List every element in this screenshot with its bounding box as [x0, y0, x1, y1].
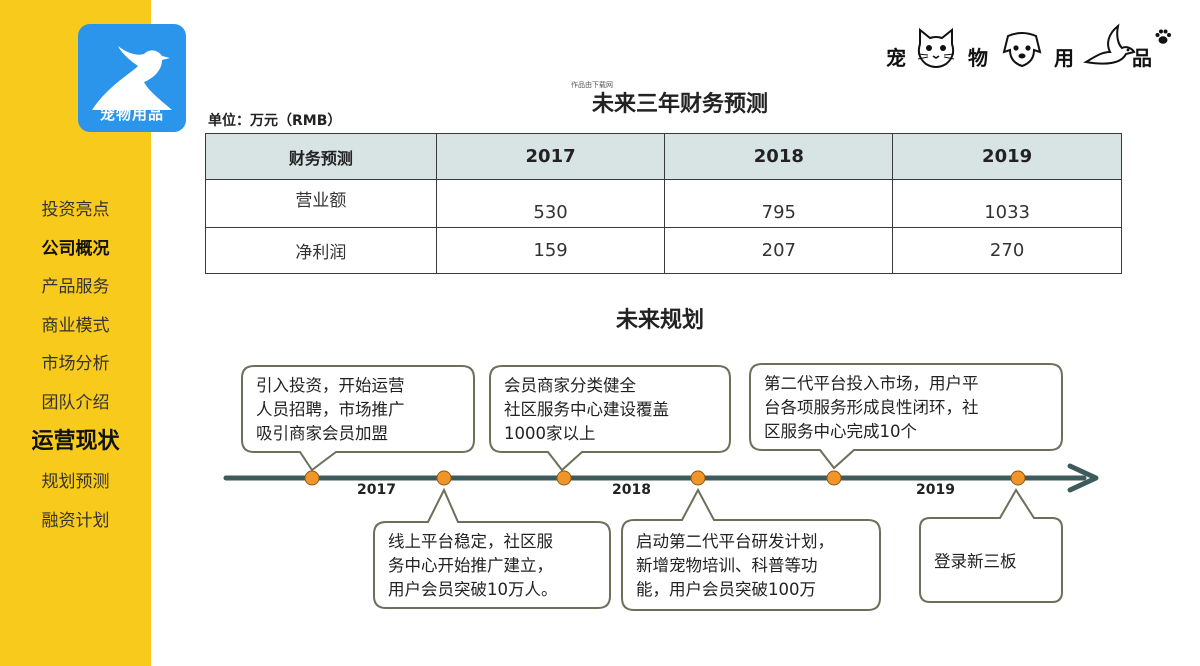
plan-box-top: 第二代平台投入市场，用户平 台各项服务形成良性闭环，社 区服务中心完成10个 [750, 366, 989, 450]
row-label: 净利润 [205, 227, 437, 274]
header-cell: 财务预测 [205, 133, 437, 180]
nav-item-products-services[interactable]: 产品服务 [41, 277, 110, 297]
logo[interactable]: 宠物用品 [78, 24, 186, 132]
plan-title: 未来规划 [615, 308, 704, 333]
brand-char-4: 品 [1132, 46, 1152, 70]
brand-char-1: 宠 [886, 46, 906, 70]
plan-line: 人员招聘，市场推广 [256, 400, 405, 419]
nav-item-business-model[interactable]: 商业模式 [41, 315, 110, 336]
milestone-dot [826, 470, 842, 486]
nav-item-financing-plan[interactable]: 融资计划 [41, 510, 110, 531]
milestone-dot [1010, 470, 1026, 486]
nav-item-market-analysis[interactable]: 市场分析 [41, 354, 110, 374]
header-cell: 2017 [435, 133, 666, 180]
brand-wordmark: 宠 物 用 品 [882, 20, 1172, 75]
plan-line: 启动第二代平台研发计划， [636, 532, 834, 551]
plan-line: 吸引商家会员加盟 [256, 424, 388, 443]
table-row-revenue: 营业额 530 795 1033 [205, 179, 1122, 228]
plan-line: 引入投资，开始运营 [256, 376, 405, 395]
plan-line: 第二代平台投入市场，用户平 [764, 374, 979, 393]
nav-item-planning-forecast[interactable]: 规划预测 [41, 472, 110, 492]
nav-item-investment-highlights[interactable]: 投资亮点 [41, 200, 110, 220]
header-cell: 2018 [664, 133, 894, 180]
table-cell: 530 [435, 179, 666, 228]
plan-box-bottom: 登录新三板 [920, 544, 1027, 580]
header-cell: 2019 [892, 133, 1122, 180]
finance-table: 财务预测 2017 2018 2019 营业额 530 795 1033 净利润… [205, 133, 1122, 274]
plan-line: 台各项服务形成良性闭环，社 [764, 398, 979, 417]
plan-box-top: 引入投资，开始运营 人员招聘，市场推广 吸引商家会员加盟 [242, 368, 415, 452]
milestone-dot [304, 470, 320, 486]
plan-line: 登录新三板 [934, 552, 1017, 571]
callout-outline [373, 487, 611, 609]
sidebar-nav: 投资亮点 公司概况 产品服务 商业模式 市场分析 团队介绍 运营现状 规划预测 … [0, 196, 151, 545]
sidebar: 宠物用品 投资亮点 公司概况 产品服务 商业模式 市场分析 团队介绍 运营现状 … [0, 0, 186, 666]
plan-line: 社区服务中心建设覆盖 [504, 400, 669, 419]
bird-icon [1083, 23, 1136, 65]
timeline-arrow-icon [1067, 463, 1099, 493]
source-note: 作品由下载网 [571, 81, 613, 89]
milestone-dot [436, 470, 452, 486]
nav-item-team[interactable]: 团队介绍 [41, 392, 110, 413]
plan-line: 新增宠物培训、科普等功 [636, 556, 818, 575]
brand-char-2: 物 [968, 46, 988, 70]
timeline-year: 2018 [612, 482, 651, 498]
timeline-year: 2017 [357, 482, 396, 498]
callout-outline [241, 365, 475, 472]
unit-label: 单位：万元（RMB） [208, 113, 342, 129]
timeline-year: 2019 [916, 482, 955, 498]
plan-line: 会员商家分类健全 [504, 376, 636, 395]
finance-title: 未来三年财务预测 [591, 92, 768, 117]
milestone-dot [556, 470, 572, 486]
plan-box-bottom: 线上平台稳定，社区服 务中心开始推广建立， 用户会员突破10万人。 [374, 524, 568, 608]
bird-logo-icon [92, 46, 172, 110]
paw-icon [1155, 29, 1171, 44]
table-cell: 159 [435, 227, 666, 274]
plan-line: 能，用户会员突破100万 [636, 580, 816, 599]
callout-outline [489, 365, 731, 472]
plan-box-bottom: 启动第二代平台研发计划， 新增宠物培训、科普等功 能，用户会员突破100万 [622, 524, 844, 608]
callout-outline [749, 363, 1063, 470]
plan-line: 用户会员突破10万人。 [388, 580, 558, 599]
plan-box-top: 会员商家分类健全 社区服务中心建设覆盖 1000家以上 [490, 368, 679, 452]
table-header-row: 财务预测 2017 2018 2019 [205, 133, 1122, 180]
callout-outline [621, 487, 881, 611]
nav-item-company-overview[interactable]: 公司概况 [41, 238, 110, 259]
brand-char-3: 用 [1054, 46, 1074, 70]
logo-text: 宠物用品 [99, 105, 164, 123]
nav-item-operations-status[interactable]: 运营现状 [31, 429, 120, 454]
plan-line: 区服务中心完成10个 [764, 422, 917, 441]
callout-outline [919, 488, 1063, 603]
table-cell: 270 [892, 227, 1122, 274]
cat-icon [917, 27, 955, 68]
table-row-net-profit: 净利润 159 207 270 [205, 227, 1122, 274]
table-cell: 1033 [892, 179, 1122, 228]
plan-line: 线上平台稳定，社区服 [388, 532, 553, 551]
milestone-dot [690, 470, 706, 486]
table-cell: 207 [664, 227, 894, 274]
dog-icon [1002, 32, 1042, 68]
plan-line: 1000家以上 [504, 424, 596, 443]
plan-line: 务中心开始推广建立， [388, 556, 553, 575]
